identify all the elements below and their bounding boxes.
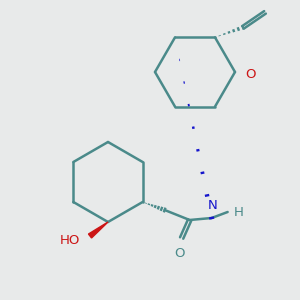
Text: HO: HO bbox=[60, 235, 80, 248]
Text: N: N bbox=[208, 199, 218, 212]
Polygon shape bbox=[88, 222, 108, 238]
Text: H: H bbox=[234, 206, 244, 218]
Text: O: O bbox=[174, 247, 185, 260]
Text: O: O bbox=[245, 68, 256, 80]
